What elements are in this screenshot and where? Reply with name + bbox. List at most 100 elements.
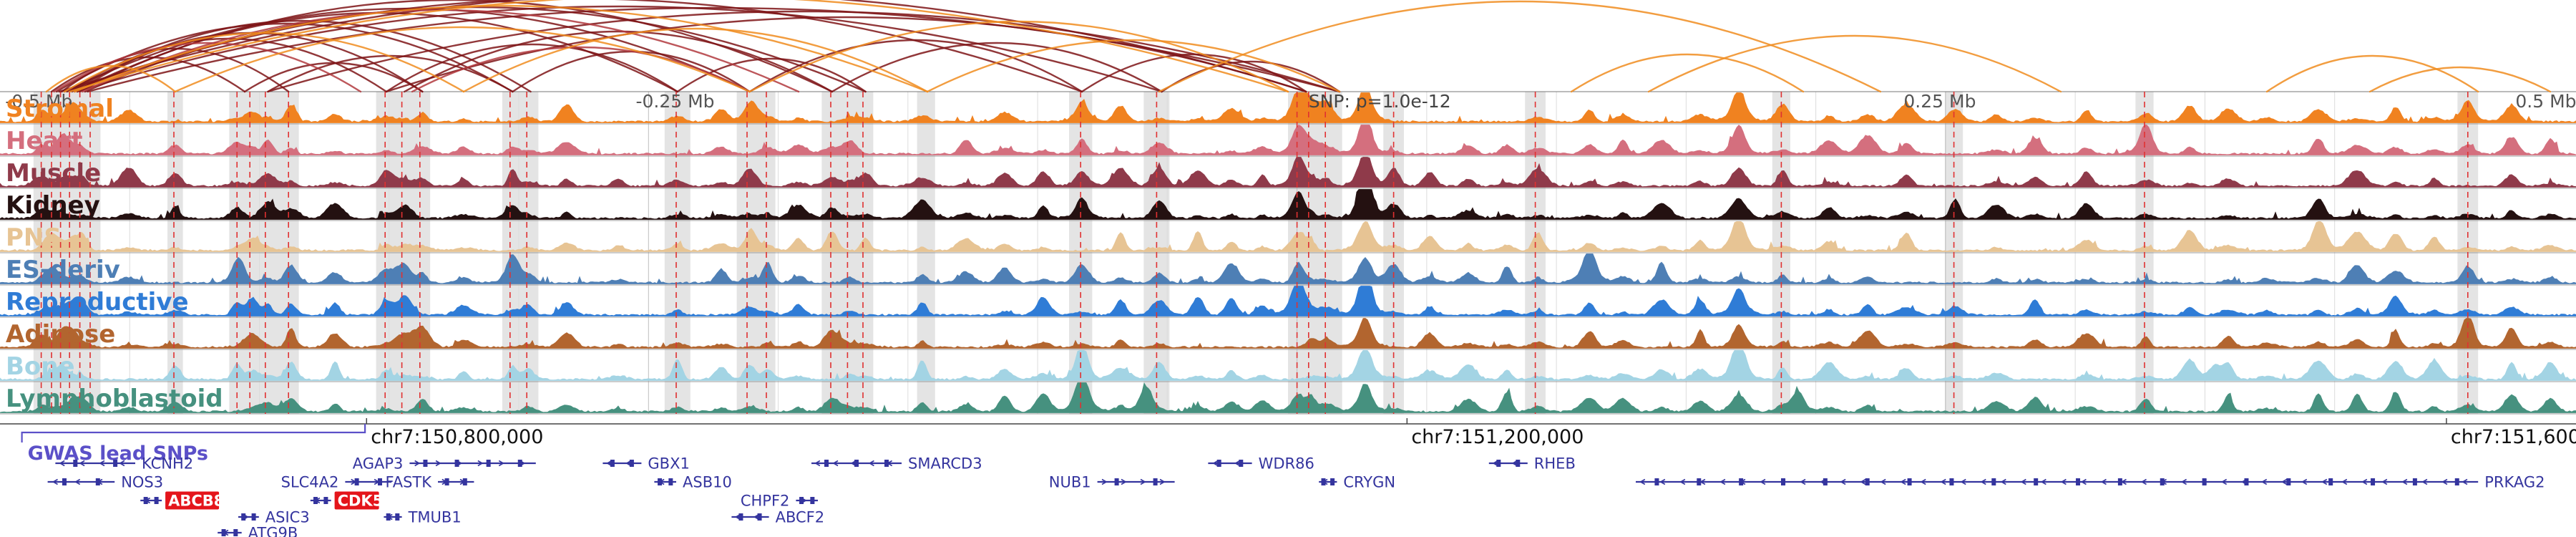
gene-strand-arrow bbox=[457, 460, 463, 467]
gene-strand-arrow bbox=[351, 478, 357, 485]
gene-strand-arrow bbox=[2321, 478, 2328, 485]
gene-strand-arrow bbox=[145, 497, 151, 504]
gene-exon bbox=[757, 513, 762, 521]
gene-strand-arrow bbox=[1159, 478, 1166, 485]
gene-nos3: NOS3 bbox=[47, 474, 163, 491]
gene-strand-arrow bbox=[832, 460, 839, 467]
signal-track-kidney bbox=[0, 189, 2576, 220]
gene-strand-arrow bbox=[519, 460, 526, 467]
interaction-arc bbox=[69, 0, 1289, 93]
gene-strand-arrow bbox=[1800, 478, 1806, 485]
gene-strand-arrow bbox=[1234, 460, 1241, 467]
gene-exon bbox=[1516, 460, 1521, 467]
signal-track-bone bbox=[0, 350, 2576, 381]
gene-strand-arrow bbox=[1900, 478, 1906, 485]
signal-area-pns bbox=[0, 221, 2576, 252]
gene-exon bbox=[395, 513, 400, 521]
interaction-arc bbox=[267, 10, 1341, 93]
gene-label-asic3: ASIC3 bbox=[265, 509, 310, 526]
gene-abcf2: ABCF2 bbox=[731, 509, 824, 526]
gene-label-fastk: FASTK bbox=[386, 474, 433, 491]
interaction-arc bbox=[676, 57, 867, 93]
gene-strand-arrow bbox=[814, 460, 821, 467]
gene-strand-arrow bbox=[2381, 478, 2388, 485]
gene-strand-arrow bbox=[1740, 478, 1746, 485]
gene-exon bbox=[629, 460, 634, 467]
gene-strand-arrow bbox=[99, 460, 105, 467]
gene-asb10: ASB10 bbox=[654, 474, 732, 491]
signal-track-lymphoblastoid bbox=[0, 382, 2576, 413]
interaction-arc bbox=[1161, 60, 1341, 93]
gene-strand-arrow bbox=[734, 513, 741, 521]
gene-label-wdr86: WDR86 bbox=[1259, 455, 1314, 473]
interaction-arc bbox=[174, 26, 751, 93]
snp-pvalue-label: SNP: p=1.0e-12 bbox=[1309, 91, 1451, 112]
interaction-arc bbox=[385, 43, 678, 93]
gene-strand-arrow bbox=[2120, 478, 2127, 485]
signal-area-lymphoblastoid bbox=[0, 382, 2576, 413]
gene-strand-arrow bbox=[243, 513, 249, 521]
track-labels-layer: Stromal Heart Muscle Kidney PNS ES-deriv Repro… bbox=[6, 95, 223, 413]
gene-exon bbox=[486, 460, 491, 467]
gene-strand-arrow bbox=[2441, 478, 2448, 485]
gene-label-nos3: NOS3 bbox=[121, 474, 163, 491]
gene-wdr86: WDR86 bbox=[1208, 455, 1314, 473]
gene-strand-arrow bbox=[2261, 478, 2268, 485]
interaction-arc bbox=[243, 62, 424, 93]
track-label-bone: Bone bbox=[6, 352, 75, 381]
gene-label-asb10: ASB10 bbox=[683, 474, 732, 491]
gene-strand-arrow bbox=[2000, 478, 2006, 485]
gene-exon bbox=[1496, 460, 1501, 467]
gene-exon bbox=[423, 460, 428, 467]
gene-exon bbox=[62, 478, 67, 485]
track-label-es-deriv: ES-deriv bbox=[6, 256, 120, 284]
gene-kcnh2: KCNH2 bbox=[55, 455, 193, 473]
track-label-kidney: Kidney bbox=[6, 191, 100, 220]
gene-strand-arrow bbox=[314, 497, 321, 504]
gene-strand-arrow bbox=[1980, 478, 1986, 485]
gene-exon bbox=[2412, 478, 2417, 485]
gene-label-chpf2: CHPF2 bbox=[741, 493, 790, 510]
gene-asic3: ASIC3 bbox=[238, 509, 310, 526]
coordinate-ruler: chr7:150,800,000 chr7:151,200,000 chr7:151… bbox=[0, 418, 2576, 448]
gene-exon bbox=[1991, 478, 1996, 485]
signal-track-reproductive bbox=[0, 286, 2576, 316]
gene-strand-arrow bbox=[2241, 478, 2248, 485]
track-label-adipose: Adipose bbox=[6, 320, 115, 349]
gene-strand-arrow bbox=[1679, 478, 1686, 485]
interaction-arc bbox=[87, 6, 1341, 93]
gene-strand-arrow bbox=[887, 460, 893, 467]
gene-label-abcf2: ABCF2 bbox=[776, 509, 825, 526]
gene-exon bbox=[323, 497, 328, 504]
signal-area-adipose bbox=[0, 318, 2576, 349]
signal-track-pns bbox=[0, 221, 2576, 252]
interaction-arc bbox=[66, 0, 1083, 93]
gene-strand-arrow bbox=[2361, 478, 2368, 485]
coordinate-label: chr7:151,200,000 bbox=[1411, 426, 1584, 448]
gene-label-rheb: RHEB bbox=[1534, 455, 1576, 473]
interaction-arc bbox=[831, 42, 1163, 93]
axis-top-labels: -0.5 Mb -0.25 Mb SNP: p=1.0e-12 0.25 Mb 0.5 … bbox=[5, 91, 2576, 112]
gene-strand-arrow bbox=[441, 478, 448, 485]
gene-label-gbx1: GBX1 bbox=[648, 455, 689, 473]
gene-exon bbox=[1330, 478, 1335, 485]
gene-exon bbox=[1697, 478, 1702, 485]
signal-area-reproductive bbox=[0, 286, 2576, 316]
gwas-lead-snps-label: GWAS lead SNPs bbox=[28, 442, 208, 465]
interaction-arc bbox=[45, 64, 176, 93]
gene-exon bbox=[2076, 478, 2081, 485]
gene-highlight-box bbox=[334, 491, 379, 510]
axis-tick-label: 0.5 Mb bbox=[2515, 91, 2576, 112]
gene-exon bbox=[2034, 478, 2039, 485]
gene-crygn: CRYGN bbox=[1319, 474, 1395, 491]
interaction-arc bbox=[1647, 34, 2062, 93]
gene-strand-arrow bbox=[74, 478, 81, 485]
gene-strand-arrow bbox=[1760, 478, 1766, 485]
gene-smarcd3: SMARCD3 bbox=[811, 455, 982, 473]
track-label-lymphoblastoid: Lymphoblastoid bbox=[6, 384, 223, 413]
gene-strand-arrow bbox=[2341, 478, 2348, 485]
gene-exon bbox=[854, 460, 859, 467]
gene-strand-arrow bbox=[1212, 460, 1219, 467]
interaction-arc bbox=[76, 5, 1163, 93]
